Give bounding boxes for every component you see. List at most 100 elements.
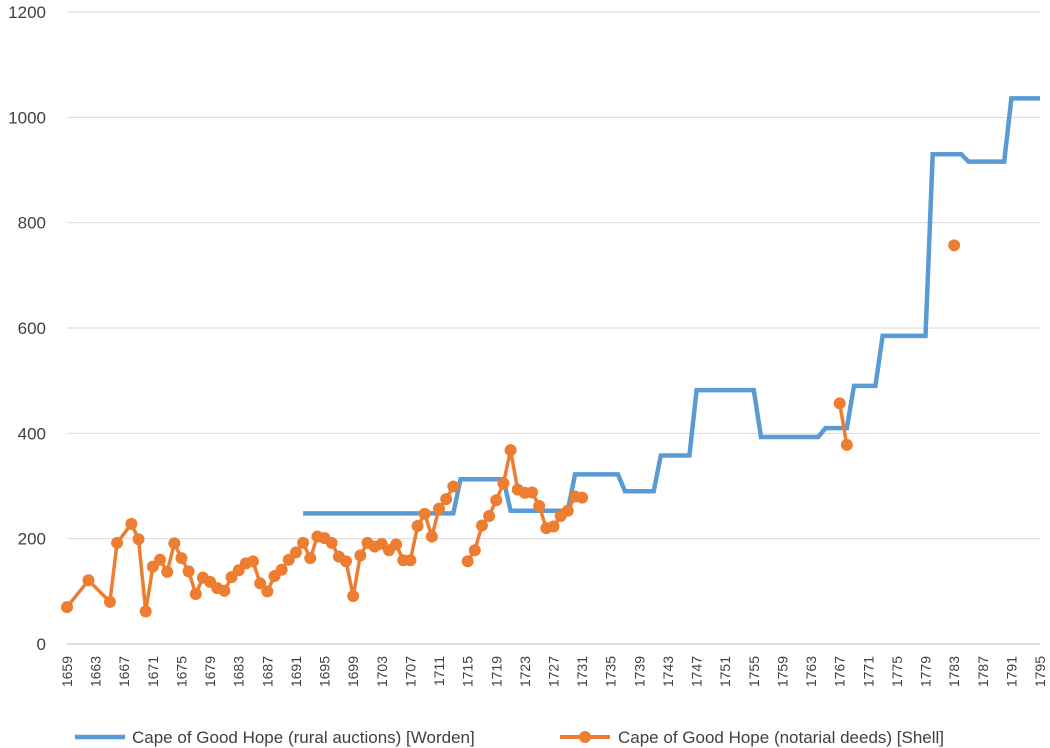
- data-point-notarial-deeds: [139, 605, 152, 618]
- data-point-notarial-deeds: [218, 584, 231, 597]
- x-tick-label: 1659: [59, 656, 75, 687]
- data-point-notarial-deeds: [304, 552, 317, 565]
- legend-label-notarial-deeds: Cape of Good Hope (notarial deeds) [Shel…: [618, 728, 944, 747]
- x-tick-label: 1771: [860, 656, 876, 687]
- data-point-notarial-deeds: [325, 536, 338, 549]
- data-point-notarial-deeds: [297, 536, 310, 549]
- y-axis-tick-labels: 0 200 400 600 800 1000 1200: [8, 3, 46, 654]
- x-tick-label: 1783: [946, 656, 962, 687]
- x-tick-label: 1751: [717, 656, 733, 687]
- x-tick-label: 1711: [431, 656, 447, 686]
- legend: Cape of Good Hope (rural auctions) [Word…: [75, 728, 944, 747]
- data-point-notarial-deeds: [103, 595, 116, 608]
- data-point-notarial-deeds: [440, 493, 453, 506]
- x-tick-label: 1739: [631, 656, 647, 687]
- series-line-notarial-deeds: [67, 245, 954, 611]
- data-point-notarial-deeds: [468, 544, 481, 557]
- data-point-notarial-deeds: [576, 491, 589, 504]
- series-line-rural-auctions: [303, 96, 1040, 516]
- data-point-notarial-deeds: [347, 590, 360, 603]
- y-tick-label: 400: [18, 424, 46, 443]
- x-tick-label: 1779: [918, 656, 934, 687]
- data-point-notarial-deeds: [189, 587, 202, 600]
- data-point-notarial-deeds: [561, 504, 574, 517]
- x-tick-label: 1687: [259, 656, 275, 687]
- data-point-notarial-deeds: [340, 555, 353, 568]
- data-point-notarial-deeds: [125, 517, 138, 530]
- x-tick-label: 1759: [774, 656, 790, 687]
- data-point-notarial-deeds: [254, 577, 267, 590]
- x-tick-label: 1691: [288, 656, 304, 687]
- data-point-notarial-deeds: [111, 536, 124, 549]
- x-tick-label: 1763: [803, 656, 819, 687]
- data-point-notarial-deeds: [154, 553, 167, 566]
- data-point-notarial-deeds: [390, 538, 403, 551]
- data-point-notarial-deeds: [289, 546, 302, 559]
- y-tick-label: 1000: [8, 108, 46, 127]
- data-point-notarial-deeds: [61, 601, 73, 614]
- x-tick-label: 1675: [173, 656, 189, 687]
- data-point-notarial-deeds: [533, 500, 546, 513]
- data-point-notarial-deeds: [82, 574, 95, 587]
- x-tick-label: 1723: [517, 656, 533, 687]
- y-tick-label: 200: [18, 530, 46, 549]
- data-point-notarial-deeds: [504, 444, 517, 457]
- data-point-notarial-deeds: [547, 520, 560, 533]
- data-point-notarial-deeds: [247, 555, 260, 568]
- x-tick-label: 1695: [317, 656, 333, 687]
- y-tick-label: 600: [18, 319, 46, 338]
- data-point-notarial-deeds: [182, 565, 195, 578]
- y-tick-label: 0: [37, 635, 46, 654]
- legend-marker-notarial-deeds: [579, 731, 591, 743]
- data-point-notarial-deeds: [168, 537, 181, 550]
- data-point-notarial-deeds: [948, 239, 961, 252]
- x-tick-label: 1679: [202, 656, 218, 687]
- x-tick-label: 1743: [660, 656, 676, 687]
- x-tick-label: 1795: [1032, 656, 1048, 687]
- data-point-notarial-deeds: [483, 510, 496, 523]
- x-axis-tick-labels: 1659 1663 1667 1671 1675 1679 1683 1687 1691 1695…: [59, 656, 1048, 687]
- data-point-notarial-deeds: [425, 530, 438, 543]
- x-tick-label: 1663: [88, 656, 104, 687]
- x-tick-label: 1787: [975, 656, 991, 687]
- data-point-notarial-deeds: [833, 397, 846, 410]
- x-tick-label: 1731: [574, 656, 590, 687]
- data-point-notarial-deeds: [404, 554, 417, 567]
- x-tick-label: 1775: [889, 656, 905, 687]
- x-tick-label: 1703: [374, 656, 390, 687]
- data-point-notarial-deeds: [497, 477, 510, 490]
- x-tick-label: 1671: [145, 656, 161, 687]
- data-point-notarial-deeds: [526, 486, 539, 499]
- data-point-notarial-deeds: [490, 494, 503, 507]
- x-tick-label: 1699: [345, 656, 361, 687]
- x-tick-label: 1747: [689, 656, 705, 687]
- x-tick-label: 1715: [460, 656, 476, 687]
- data-point-notarial-deeds: [418, 507, 431, 520]
- legend-label-rural-auctions: Cape of Good Hope (rural auctions) [Word…: [132, 728, 475, 747]
- data-point-notarial-deeds: [433, 502, 446, 515]
- x-tick-label: 1735: [603, 656, 619, 687]
- x-tick-label: 1767: [832, 656, 848, 687]
- x-tick-label: 1667: [116, 656, 132, 687]
- data-point-notarial-deeds: [447, 480, 460, 493]
- data-point-notarial-deeds: [461, 555, 474, 568]
- data-point-notarial-deeds: [261, 585, 274, 598]
- data-point-notarial-deeds: [354, 549, 367, 562]
- data-point-notarial-deeds: [840, 438, 853, 451]
- x-tick-label: 1719: [488, 656, 504, 687]
- x-tick-label: 1707: [402, 656, 418, 687]
- x-tick-label: 1727: [546, 656, 562, 687]
- data-point-notarial-deeds: [411, 520, 424, 533]
- data-point-notarial-deeds: [282, 553, 295, 566]
- x-tick-label: 1683: [231, 656, 247, 687]
- data-point-notarial-deeds: [132, 533, 145, 546]
- data-point-notarial-deeds: [175, 552, 188, 565]
- plot-area: [61, 96, 1040, 618]
- data-point-notarial-deeds: [475, 519, 488, 532]
- y-tick-label: 800: [18, 214, 46, 233]
- data-point-notarial-deeds: [275, 563, 288, 576]
- data-point-notarial-deeds: [161, 565, 174, 578]
- x-tick-label: 1755: [746, 656, 762, 687]
- gridlines: [67, 11, 1040, 540]
